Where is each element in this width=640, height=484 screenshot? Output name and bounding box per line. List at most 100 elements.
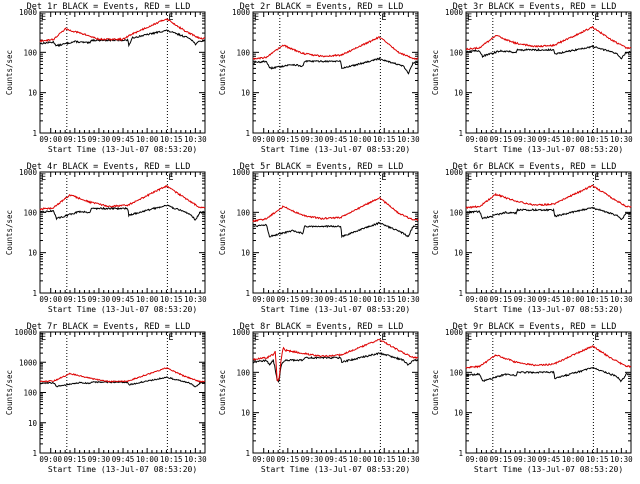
y-tick-label: 10 — [28, 89, 38, 98]
x-tick-label: 10:30 — [610, 455, 633, 464]
y-tick-label: 10 — [28, 419, 38, 428]
y-tick-label: 1000 — [19, 8, 38, 17]
x-tick-label: 10:15 — [160, 135, 183, 144]
chart-svg: Det 5r BLACK = Events, RED = LLD 1 10 100 10… — [218, 162, 420, 314]
plot-frame — [465, 11, 632, 134]
y-tick-label: 1 — [458, 449, 463, 458]
y-tick-label: 10 — [28, 249, 38, 258]
x-tick-label: 09:00 — [465, 135, 488, 144]
x-tick-label: 10:30 — [610, 135, 633, 144]
y-tick-label: 100 — [449, 48, 463, 57]
detector-panel-1: Det 1r BLACK = Events, RED = LLD 1 10 100 10… — [0, 0, 213, 160]
y-tick-label: 10 — [241, 89, 251, 98]
x-tick-label: 10:00 — [136, 455, 159, 464]
event-marker-label: E — [467, 173, 472, 183]
y-tick-label: 1000 — [19, 168, 38, 177]
y-tick-label: 1 — [458, 129, 463, 138]
x-tick-label: 10:00 — [562, 295, 585, 304]
event-marker-label: E — [467, 13, 472, 23]
lld-series-line — [39, 18, 206, 43]
y-tick-label: 1 — [32, 449, 37, 458]
y-tick-label: 1 — [32, 129, 37, 138]
x-axis-label: Start Time (13-Jul-07 08:53:20) — [48, 465, 197, 474]
lld-series-line — [252, 196, 419, 223]
x-tick-label: 09:00 — [39, 135, 62, 144]
x-tick-label: 09:00 — [252, 455, 275, 464]
x-tick-label: 09:15 — [64, 295, 87, 304]
y-tick-label: 10 — [454, 249, 464, 258]
x-tick-label: 09:30 — [88, 455, 111, 464]
lld-series-line — [39, 367, 206, 383]
y-tick-label: 1 — [245, 289, 250, 298]
x-axis-label: Start Time (13-Jul-07 08:53:20) — [261, 145, 410, 154]
events-series-line — [466, 206, 632, 221]
x-tick-label: 10:15 — [586, 135, 609, 144]
x-tick-label: 10:00 — [136, 295, 159, 304]
x-tick-label: 10:15 — [160, 295, 183, 304]
x-tick-label: 09:15 — [490, 455, 513, 464]
x-tick-label: 10:15 — [586, 295, 609, 304]
y-tick-label: 100 — [23, 389, 37, 398]
chart-svg: Det 6r BLACK = Events, RED = LLD 1 10 100 10… — [431, 162, 633, 314]
x-tick-label: 10:00 — [562, 135, 585, 144]
detector-panel-8: Det 8r BLACK = Events, RED = LLD 1 10 100 10… — [213, 320, 426, 480]
y-tick-label: 10 — [454, 409, 464, 418]
x-tick-label: 09:30 — [514, 455, 537, 464]
chart-svg: Det 7r BLACK = Events, RED = LLD 1 10 100 10… — [5, 322, 207, 474]
chart-title: Det 8r BLACK = Events, RED = LLD — [240, 322, 404, 332]
x-axis-label: Start Time (13-Jul-07 08:53:20) — [48, 145, 197, 154]
chart-svg: Det 1r BLACK = Events, RED = LLD 1 10 100 10… — [5, 2, 207, 154]
x-axis-label: Start Time (13-Jul-07 08:53:20) — [48, 305, 197, 314]
plot-frame — [465, 171, 632, 294]
x-tick-label: 09:15 — [277, 135, 300, 144]
chart-title: Det 4r BLACK = Events, RED = LLD — [27, 162, 191, 172]
y-axis-label: Counts/sec — [218, 370, 227, 415]
detector-panel-7: Det 7r BLACK = Events, RED = LLD 1 10 100 10… — [0, 320, 213, 480]
y-tick-label: 100 — [236, 368, 250, 377]
y-tick-label: 1 — [32, 289, 37, 298]
event-marker-label: E — [41, 173, 46, 183]
event-marker-label: E — [381, 173, 386, 183]
plot-frame — [39, 171, 206, 294]
chart-svg: Det 4r BLACK = Events, RED = LLD 1 10 100 10… — [5, 162, 207, 314]
event-marker-label: E — [381, 13, 386, 23]
x-tick-label: 10:15 — [160, 455, 183, 464]
x-tick-label: 10:30 — [397, 135, 420, 144]
lld-series-line — [252, 36, 419, 60]
y-tick-label: 1000 — [445, 168, 464, 177]
chart-title: Det 9r BLACK = Events, RED = LLD — [453, 322, 617, 332]
y-tick-label: 100 — [23, 208, 37, 217]
plot-frame — [252, 171, 419, 294]
x-tick-label: 09:45 — [112, 135, 135, 144]
event-marker-label: E — [41, 13, 46, 23]
x-tick-label: 10:30 — [397, 295, 420, 304]
x-tick-label: 09:15 — [490, 295, 513, 304]
y-tick-label: 1000 — [232, 8, 251, 17]
event-marker-label: E — [254, 173, 259, 183]
events-series-line — [465, 366, 632, 383]
y-tick-label: 1000 — [19, 358, 38, 367]
x-tick-label: 09:30 — [514, 295, 537, 304]
detector-panel-5: Det 5r BLACK = Events, RED = LLD 1 10 100 10… — [213, 160, 426, 320]
y-tick-label: 1 — [245, 129, 250, 138]
y-tick-label: 10000 — [14, 328, 37, 337]
y-tick-label: 100 — [236, 48, 250, 57]
chart-title: Det 3r BLACK = Events, RED = LLD — [453, 2, 617, 12]
x-tick-label: 10:30 — [610, 295, 633, 304]
event-marker-label: E — [594, 333, 599, 343]
x-tick-label: 09:45 — [325, 135, 348, 144]
chart-svg: Det 9r BLACK = Events, RED = LLD 1 10 100 10… — [431, 322, 633, 474]
y-axis-label: Counts/sec — [5, 50, 14, 95]
x-tick-label: 09:30 — [514, 135, 537, 144]
x-tick-label: 09:45 — [538, 135, 561, 144]
x-tick-label: 09:30 — [88, 135, 111, 144]
x-axis-label: Start Time (13-Jul-07 08:53:20) — [261, 465, 410, 474]
x-tick-label: 09:45 — [538, 295, 561, 304]
lld-series-line — [465, 184, 632, 210]
x-tick-label: 10:00 — [562, 455, 585, 464]
lld-series-line — [252, 338, 418, 382]
y-tick-label: 1000 — [445, 328, 464, 337]
y-axis-label: Counts/sec — [5, 210, 14, 255]
events-series-line — [252, 352, 419, 383]
